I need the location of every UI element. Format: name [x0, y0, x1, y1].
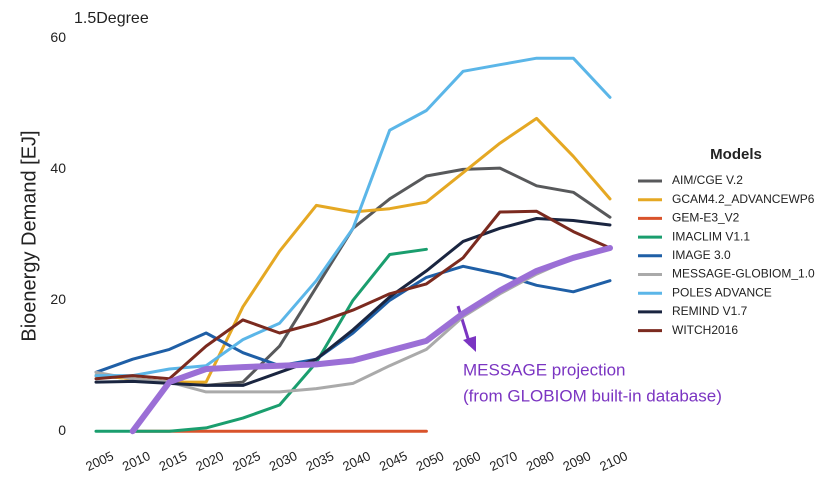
x-tick-label: 2060 [450, 448, 483, 474]
y-tick-label: 60 [50, 29, 66, 45]
x-tick-label: 2070 [487, 448, 520, 474]
x-tick-label: 2040 [340, 448, 373, 474]
series-line [94, 116, 612, 384]
legend-title: Models [710, 146, 762, 163]
legend-label: IMACLIM V1.1 [672, 229, 750, 243]
legend-label: MESSAGE-GLOBIOM_1.0 [672, 267, 815, 281]
y-tick-label: 20 [50, 291, 66, 307]
x-tick-label: 2030 [267, 448, 300, 474]
y-axis-label: Bioenergy Demand [EJ] [18, 130, 40, 341]
legend-label: GEM-E3_V2 [672, 211, 740, 225]
y-tick-label: 0 [58, 422, 66, 438]
x-tick-label: 2015 [157, 448, 190, 474]
x-tick-label: 2100 [597, 448, 630, 474]
y-tick-label: 40 [50, 160, 66, 176]
series-line [94, 209, 612, 381]
annotation-arrowhead [463, 336, 476, 352]
x-tick-label: 2025 [230, 448, 263, 474]
legend-label: WITCH2016 [672, 323, 738, 337]
x-tick-label: 2035 [304, 448, 337, 474]
chart-title: 1.5Degree [74, 10, 149, 27]
legend-label: REMIND V1.7 [672, 304, 748, 318]
legend-label: AIM/CGE V.2 [672, 173, 743, 187]
annotation: MESSAGE projection [463, 360, 626, 379]
projection-line [129, 245, 613, 435]
x-tick-label: 2010 [120, 448, 153, 474]
legend-label: POLES ADVANCE [672, 285, 772, 299]
legend-label: GCAM4.2_ADVANCEWP6 [672, 192, 815, 206]
x-tick-label: 2090 [561, 448, 594, 474]
x-tick-label: 2005 [83, 448, 116, 474]
series-line [94, 217, 612, 387]
series-line [94, 264, 612, 374]
series-line [94, 247, 428, 433]
x-tick-label: 2045 [377, 448, 410, 474]
x-tick-label: 2020 [193, 448, 226, 474]
x-tick-label: 2080 [524, 448, 557, 474]
legend-label: IMAGE 3.0 [672, 248, 731, 262]
x-tick-label: 2050 [414, 448, 447, 474]
annotation: (from GLOBIOM built-in database) [463, 386, 722, 405]
